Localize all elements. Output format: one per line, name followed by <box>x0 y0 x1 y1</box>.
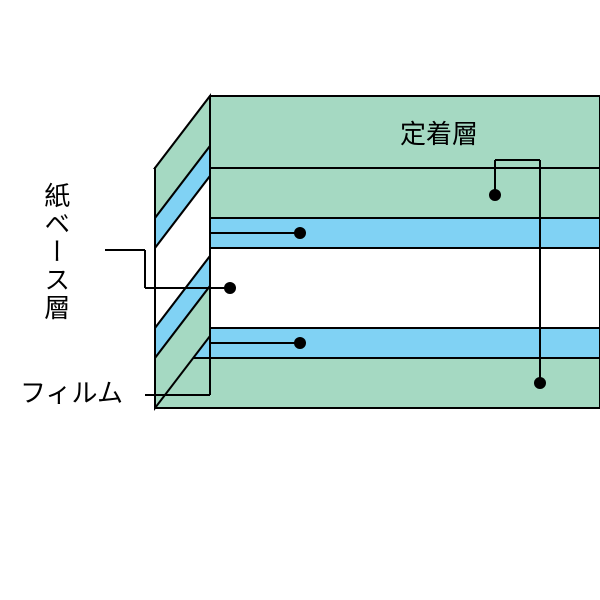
layer1-front <box>155 168 600 218</box>
layer1-top <box>155 96 600 168</box>
layer5-front <box>155 358 600 408</box>
label-film: フィルム <box>20 377 123 411</box>
label-paper-base-layer: 紙ベース層 <box>38 182 72 322</box>
label-fixing-layer: 定着層 <box>400 118 478 152</box>
